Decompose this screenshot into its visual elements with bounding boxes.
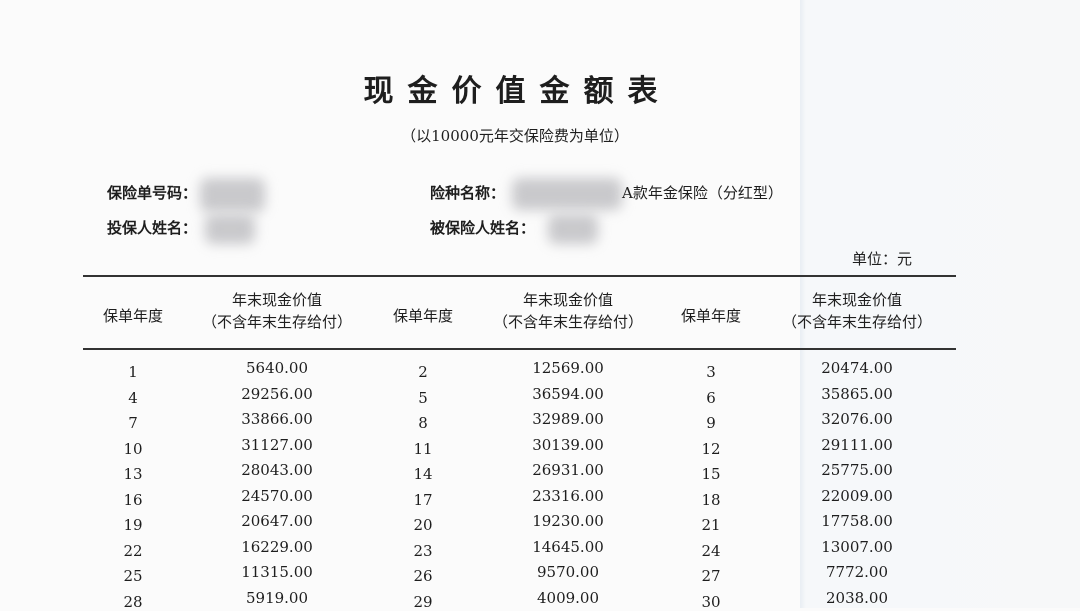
policy-year-cell: 13	[123, 465, 143, 483]
policy-year-cell: 22	[123, 541, 143, 560]
policy-year-cell: 25	[123, 567, 143, 585]
policy-year-cell: 12	[701, 439, 721, 458]
cash-value-cell: 30139.00	[532, 435, 604, 454]
cash-value-cell: 26931.00	[532, 461, 604, 479]
redacted-product-name	[512, 178, 622, 210]
policy-year-cell: 23	[413, 541, 433, 560]
policy-year-cell: 7	[128, 414, 138, 432]
policy-year-cell: 20	[413, 516, 433, 534]
cash-value-cell: 5640.00	[245, 359, 309, 377]
redacted-policyholder-name	[205, 214, 255, 244]
column-header: 年末现金价值 （不含年末生存给付）	[757, 289, 957, 333]
cash-value-cell: 5919.00	[245, 588, 309, 607]
policy-year-cell: 24	[701, 541, 721, 560]
cash-value-cell: 35865.00	[821, 384, 893, 403]
policy-year-cell: 5	[418, 388, 428, 407]
policy-year-cell: 28	[123, 592, 143, 611]
cash-value-cell: 29256.00	[241, 384, 313, 403]
cash-value-cell: 19230.00	[532, 512, 604, 530]
policy-year-cell: 1	[128, 363, 138, 381]
cash-value-cell: 24570.00	[241, 486, 313, 505]
cash-value-cell: 36594.00	[532, 384, 604, 403]
header-line1: 保单年度	[392, 307, 453, 325]
policy-year-cell: 19	[123, 516, 143, 534]
unit-label: 单位：元	[852, 250, 913, 268]
header-line2: （不含年末生存给付）	[201, 313, 352, 331]
redacted-insured-name	[548, 214, 598, 244]
cash-value-cell: 13007.00	[821, 537, 893, 556]
cash-value-cell: 16229.00	[241, 537, 313, 556]
policy-year-cell: 14	[413, 465, 433, 483]
policy-year-cell: 4	[128, 388, 138, 407]
policy-number-label: 保险单号码：	[107, 184, 198, 202]
policy-year-cell: 10	[123, 439, 143, 458]
cash-value-cell: 17758.00	[821, 512, 893, 530]
header-line1: 年末现金价值	[522, 291, 613, 309]
policy-year-cell: 3	[706, 363, 716, 381]
cash-value-cell: 31127.00	[241, 435, 313, 454]
cash-value-cell: 32989.00	[532, 410, 604, 428]
policy-year-cell: 9	[706, 414, 716, 432]
header-line1: 年末现金价值	[811, 291, 902, 309]
cash-value-cell: 32076.00	[821, 410, 893, 428]
insured-name-label: 被保险人姓名：	[430, 219, 536, 237]
background-strip	[800, 0, 1080, 608]
policy-year-cell: 26	[413, 567, 433, 585]
cash-value-cell: 23316.00	[532, 486, 604, 505]
policyholder-name-label: 投保人姓名：	[107, 219, 198, 237]
cash-value-cell: 12569.00	[532, 359, 604, 377]
cash-value-cell: 11315.00	[241, 563, 313, 581]
policy-year-cell: 30	[701, 592, 721, 611]
policy-year-cell: 17	[413, 490, 433, 509]
header-line2: （不含年末生存给付）	[492, 313, 643, 331]
header-line2: （不含年末生存给付）	[781, 313, 932, 331]
policy-year-cell: 8	[418, 414, 428, 432]
column-header: 保单年度	[656, 305, 766, 327]
product-name-label: 险种名称：	[430, 184, 506, 202]
policy-year-cell: 21	[701, 516, 721, 534]
policy-year-cell: 18	[701, 490, 721, 509]
cash-value-cell: 7772.00	[825, 563, 889, 581]
cash-value-cell: 20474.00	[821, 359, 893, 377]
cash-value-cell: 2038.00	[825, 588, 889, 607]
redacted-policy-number	[200, 178, 265, 212]
cash-value-cell: 9570.00	[536, 563, 600, 581]
column-header: 年末现金价值 （不含年末生存给付）	[468, 289, 668, 333]
header-line1: 保单年度	[102, 307, 163, 325]
cash-value-cell: 33866.00	[241, 410, 313, 428]
document-subtitle: （以10000元年交保险费为单位）	[401, 127, 629, 145]
table-header-rule	[83, 348, 956, 350]
table-top-rule	[83, 275, 956, 277]
cash-value-cell: 22009.00	[821, 486, 893, 505]
header-line1: 保单年度	[680, 307, 741, 325]
cash-value-cell: 29111.00	[821, 435, 893, 454]
policy-year-cell: 29	[413, 592, 433, 611]
policy-year-cell: 11	[413, 439, 433, 458]
policy-year-cell: 27	[701, 567, 721, 585]
document-title: 现金价值金额表	[363, 74, 672, 109]
cash-value-cell: 4009.00	[536, 588, 600, 607]
policy-year-cell: 2	[418, 363, 428, 381]
header-line1: 年末现金价值	[231, 291, 322, 309]
cash-value-cell: 28043.00	[241, 461, 313, 479]
column-header: 保单年度	[368, 305, 478, 327]
policy-year-cell: 16	[123, 490, 143, 509]
cash-value-cell: 25775.00	[821, 461, 893, 479]
policy-year-cell: 15	[701, 465, 721, 483]
product-name-value: A款年金保险（分红型）	[622, 184, 783, 202]
column-header: 年末现金价值 （不含年末生存给付）	[177, 289, 377, 333]
column-header: 保单年度	[78, 305, 188, 327]
cash-value-cell: 20647.00	[241, 512, 313, 530]
policy-year-cell: 6	[706, 388, 716, 407]
cash-value-cell: 14645.00	[532, 537, 604, 556]
